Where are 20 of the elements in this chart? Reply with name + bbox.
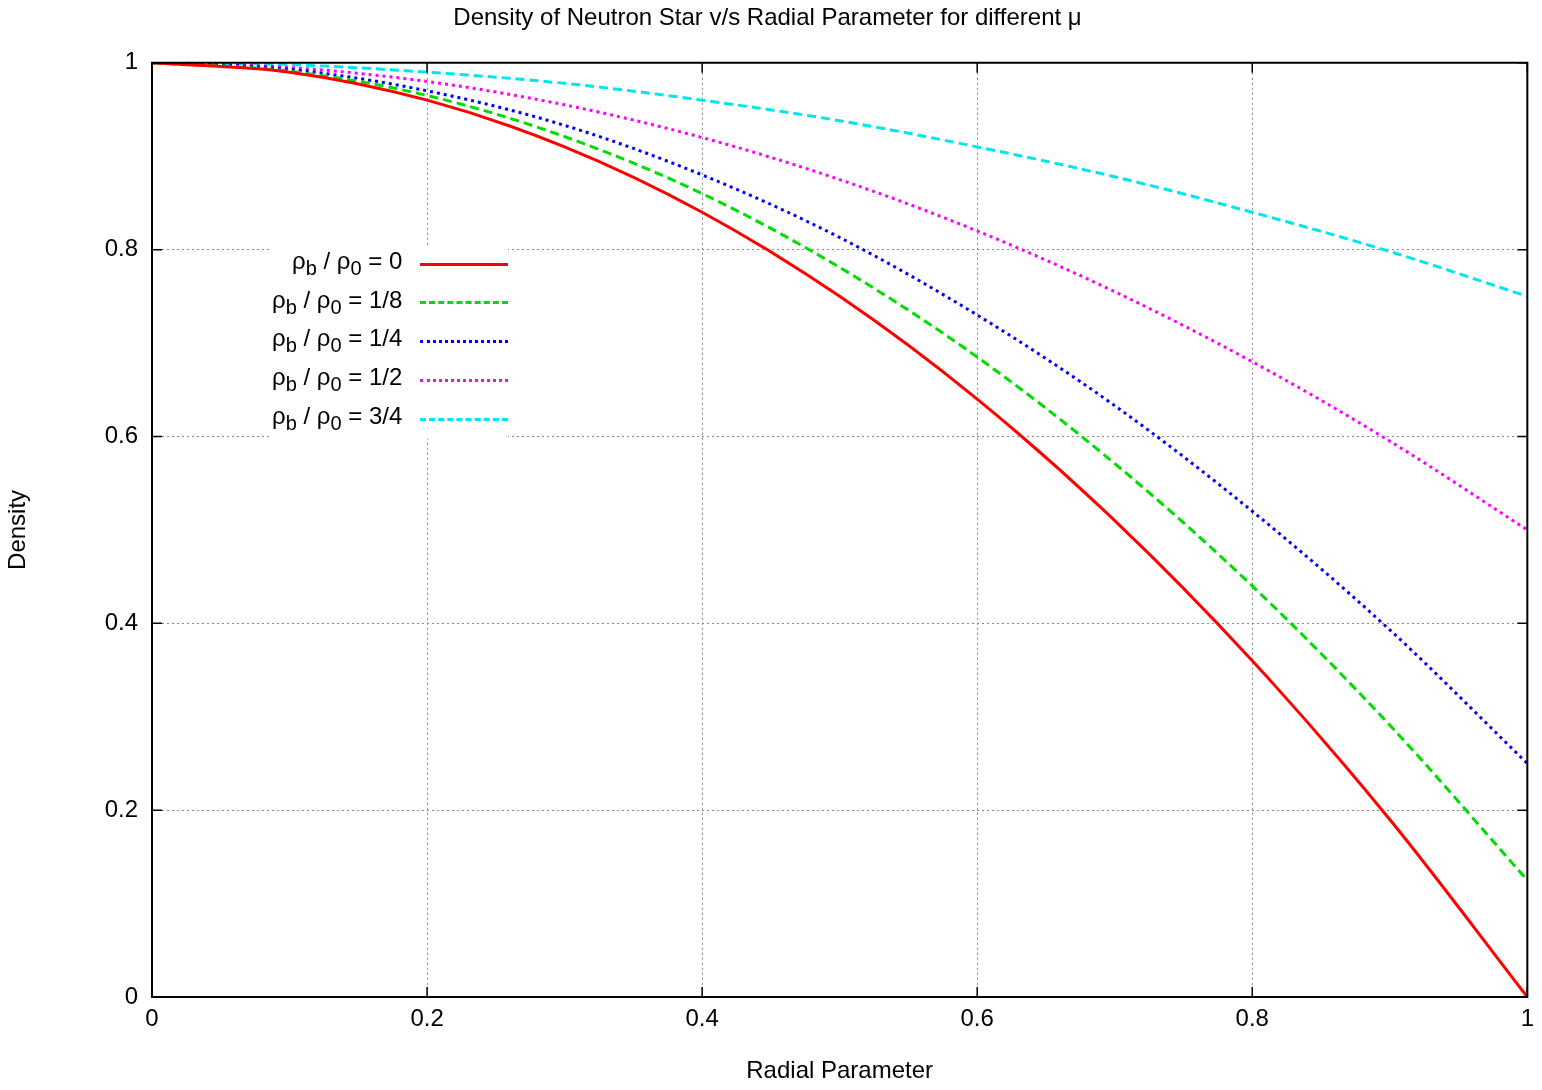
legend-label: ρ$_{b}$ / ρ$_{0}$ = 0 (292, 245, 403, 281)
y-tick-label: 0.8 (104, 234, 138, 262)
legend-label: ρ$_{b}$ / ρ$_{0}$ = 1/8 (272, 284, 403, 320)
y-tick-label: 0.6 (104, 421, 138, 449)
x-tick-label: 0.6 (960, 1004, 994, 1032)
x-tick-label: 0.2 (410, 1004, 444, 1032)
y-tick-label: 1 (124, 47, 138, 75)
x-tick-label: 1 (1520, 1004, 1535, 1032)
chart-title: Density of Neutron Star v/s Radial Parameter for different μ (453, 3, 1082, 31)
y-axis-title: Density (3, 489, 31, 570)
y-tick-label: 0.2 (104, 794, 138, 822)
x-tick-label: 0.4 (685, 1004, 719, 1032)
legend-label: ρ$_{b}$ / ρ$_{0}$ = 1/4 (272, 323, 403, 359)
y-tick-label: 0 (124, 981, 138, 1009)
x-axis-title: Radial Parameter (746, 1056, 934, 1084)
legend-label: ρ$_{b}$ / ρ$_{0}$ = 1/2 (272, 362, 403, 397)
x-tick-label: 0.8 (1235, 1004, 1269, 1032)
legend-label: ρ$_{b}$ / ρ$_{0}$ = 3/4 (272, 401, 403, 436)
x-tick-label: 0 (145, 1004, 159, 1032)
y-tick-label: 0.4 (104, 607, 138, 635)
